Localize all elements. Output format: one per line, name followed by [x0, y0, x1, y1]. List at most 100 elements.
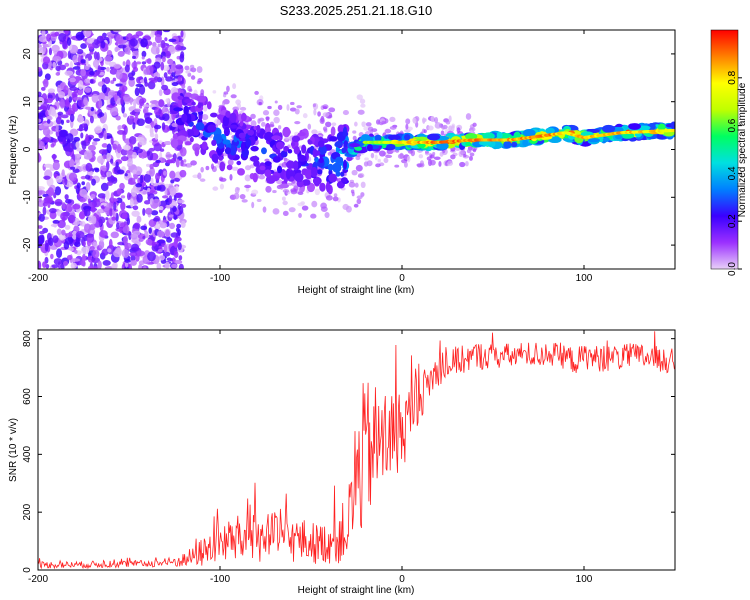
spectrogram-cell [332, 162, 342, 173]
spectrogram-cell [87, 198, 92, 204]
spectrogram-cell [354, 182, 359, 188]
spectrogram-cell [244, 184, 252, 189]
spectrogram-cell [446, 160, 454, 166]
spectrogram-cell [312, 176, 322, 185]
spectrogram-cell [43, 122, 52, 127]
spectrogram-cell [169, 187, 177, 196]
spectrogram-cell [136, 215, 142, 223]
spectrogram-cell [403, 161, 408, 168]
spectrogram-cell [188, 88, 193, 92]
spectrogram-cell [133, 230, 141, 236]
spectrogram-cell [163, 72, 168, 79]
spectrogram-cell [89, 223, 96, 231]
spectrogram-cell [128, 135, 137, 145]
spectrogram-cell [318, 157, 324, 164]
spectrogram-cell [314, 188, 320, 196]
spectrogram-cell [143, 200, 151, 205]
spectrogram-cell [252, 172, 258, 183]
spectrogram-cell [224, 147, 232, 155]
spectrogram-cell [112, 30, 122, 33]
spectrogram-cell [38, 66, 42, 72]
spectrogram-cell [320, 202, 327, 209]
spectrogram-cell [85, 57, 89, 67]
spectrogram-cell [274, 100, 278, 104]
snr-x-label: Height of straight line (km) [298, 585, 415, 596]
spectrogram-cell [158, 89, 163, 97]
spectrogram-cell [171, 82, 179, 87]
spectrogram-cell [329, 135, 338, 142]
spectrogram-cell [441, 125, 446, 130]
spectrogram-cell [301, 144, 307, 154]
spectrogram-cell [136, 118, 145, 127]
spectrogram-cell [297, 154, 307, 162]
spectrogram-cell [64, 70, 74, 76]
spectrogram-cell [59, 98, 65, 109]
spectrogram-cell [469, 155, 473, 161]
spectrogram-cell [93, 126, 103, 134]
spectrogram-cell [169, 258, 173, 262]
spectrogram-cell [451, 125, 455, 132]
spectrogram-cell [317, 140, 325, 148]
spectrogram-cell [412, 117, 417, 124]
spectrogram-cell [100, 60, 104, 67]
spectrogram-cell [113, 249, 122, 258]
spectrogram-cell [113, 201, 117, 212]
spectrogram-cell [151, 242, 156, 247]
spectrogram-cell [98, 112, 105, 118]
spectrogram-cell [341, 147, 347, 154]
spectrogram-cell [120, 195, 126, 199]
spectrogram-cell [298, 213, 302, 218]
spectrogram-cell [178, 263, 184, 269]
spectrogram-peak-cell [670, 128, 675, 133]
spectrogram-cell [423, 129, 427, 134]
spectrogram-cell [254, 90, 259, 95]
spectrogram-cell [418, 154, 424, 159]
spectrogram-cell [173, 177, 181, 182]
spectrogram-cell [297, 191, 304, 196]
spectrogram-cell [195, 122, 205, 131]
spectrogram-cell [231, 166, 239, 171]
spectrogram-cell [170, 232, 179, 238]
spectrogram-cell [98, 99, 103, 109]
spectrogram-cell [180, 30, 184, 38]
spectrogram-cell [49, 210, 57, 220]
spectrogram-cell [387, 134, 401, 141]
spectrogram-cell [38, 260, 42, 269]
spectrogram-cell [92, 266, 99, 269]
spectrogram-cell [172, 206, 177, 212]
spectrogram-cell [38, 152, 41, 163]
spectrogram-cell [55, 72, 61, 76]
spectrogram-cell [363, 161, 369, 167]
spectrogram-cell [38, 96, 45, 106]
spectrogram-cell [190, 75, 196, 80]
spectrogram-cell [161, 122, 166, 131]
spectrogram-cell [38, 118, 42, 123]
spectrogram-cell [134, 108, 141, 113]
spectrogram-cell [179, 53, 185, 63]
spectrogram-cell [100, 40, 106, 49]
spectrogram-cell [139, 98, 145, 106]
spectrogram-cell [68, 96, 73, 103]
spectrogram-cell [157, 230, 165, 238]
spectrogram-cell [288, 207, 296, 213]
spectrogram-cell [177, 95, 184, 100]
spectrogram-cell [106, 66, 110, 72]
spectrogram-cell [156, 239, 166, 244]
spectrogram-cell [212, 90, 217, 94]
spectrogram-cell [272, 156, 281, 163]
spectrogram-cell [181, 113, 188, 123]
spectrogram-cell [98, 239, 105, 250]
spectrogram-cell [75, 230, 85, 239]
spectrogram-cell [250, 113, 256, 119]
spectrogram-cell [361, 121, 366, 128]
spectrogram-cell [427, 125, 434, 131]
spectrogram-cell [356, 195, 363, 200]
spectrogram-cell [503, 141, 512, 149]
spectrogram-cell [120, 201, 126, 211]
spectrogram-cell [434, 116, 439, 124]
spectrogram-cell [138, 238, 144, 242]
spectrogram-cell [88, 43, 94, 50]
spectrogram-cell [240, 112, 247, 122]
spectrogram-cell [97, 64, 101, 75]
